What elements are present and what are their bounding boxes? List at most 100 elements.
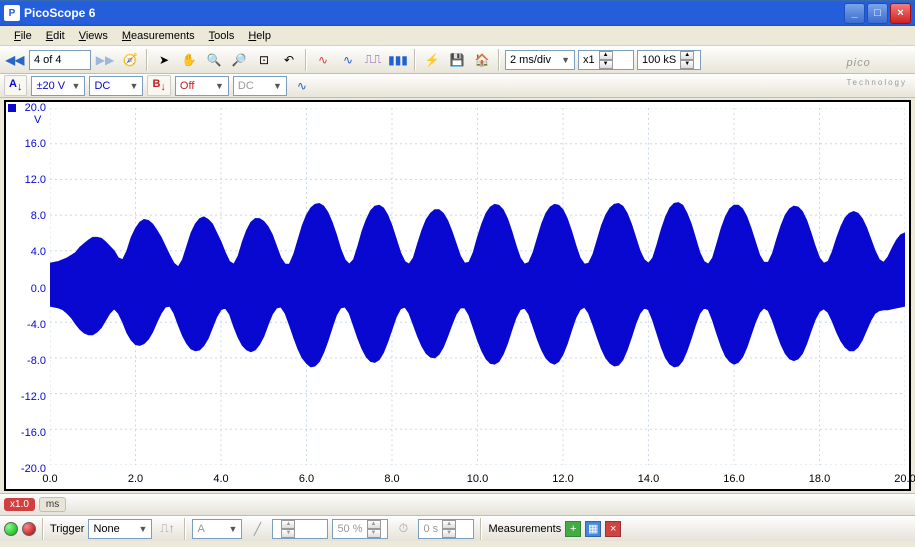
trigger-source-value: A xyxy=(197,523,204,535)
menu-help[interactable]: Help xyxy=(242,28,277,44)
zoom-in-icon[interactable]: 🔍 xyxy=(203,49,225,71)
x-tick-label: 8.0 xyxy=(384,473,399,485)
y-axis: 20.016.012.08.04.00.0-4.0-8.0-12.0-16.0-… xyxy=(6,102,50,489)
x-tick-label: 10.0 xyxy=(467,473,488,485)
stop-button[interactable] xyxy=(22,522,36,536)
zoom-spin[interactable]: x1▲▼ xyxy=(578,50,634,70)
undo-icon[interactable]: ↶ xyxy=(278,49,300,71)
waveform-plot[interactable] xyxy=(50,108,905,465)
edit-measurement-button[interactable]: ▦ xyxy=(585,521,601,537)
x-tick-label: 4.0 xyxy=(213,473,228,485)
x-tick-label: 2.0 xyxy=(128,473,143,485)
y-tick-label: -4.0 xyxy=(27,319,46,331)
app-icon: P xyxy=(4,5,20,21)
zoom-badge: x1.0 xyxy=(4,498,35,511)
chan-a-range-value: ±20 V xyxy=(36,80,65,92)
trigger-threshold: 50 %▲▼ xyxy=(332,519,388,539)
scope-display: V 20.016.012.08.04.00.0-4.0-8.0-12.0-16.… xyxy=(4,100,911,491)
channel-bar: A↓ ±20 V▼ DC▼ B↓ Off▼ DC▼ ∿ xyxy=(0,74,915,98)
titlebar: P PicoScope 6 _ □ × xyxy=(0,0,915,26)
trigger-delay-value: 0 s xyxy=(423,523,438,535)
menubar: File Edit Views Measurements Tools Help xyxy=(0,26,915,46)
page-text: 4 of 4 xyxy=(34,54,62,66)
timebase-select[interactable]: 2 ms/div▼ xyxy=(505,50,575,70)
scope-mode-icon[interactable]: ∿ xyxy=(312,49,334,71)
y-tick-label: -16.0 xyxy=(21,427,46,439)
remove-measurement-button[interactable]: × xyxy=(605,521,621,537)
save-icon[interactable]: 💾 xyxy=(446,49,468,71)
trigger-mode-select[interactable]: None▼ xyxy=(88,519,152,539)
trigger-slope-icon: ╱ xyxy=(246,518,268,540)
y-tick-label: -12.0 xyxy=(21,391,46,403)
chan-a-coupling-value: DC xyxy=(94,80,110,92)
x-tick-label: 16.0 xyxy=(723,473,744,485)
y-tick-label: 12.0 xyxy=(25,174,46,186)
logo-text: pico xyxy=(847,57,871,69)
y-tick-label: 4.0 xyxy=(31,246,46,258)
hand-icon[interactable]: ✋ xyxy=(178,49,200,71)
zoom-reset-icon[interactable]: ⊡ xyxy=(253,49,275,71)
chan-b-range-value: Off xyxy=(180,80,194,92)
channel-a-coupling[interactable]: DC▼ xyxy=(89,76,143,96)
y-tick-label: 0.0 xyxy=(31,283,46,295)
run-button[interactable] xyxy=(4,522,18,536)
measurements-label: Measurements xyxy=(488,523,561,535)
x-tick-label: 0.0 xyxy=(42,473,57,485)
siggen-icon[interactable]: ⚡ xyxy=(421,49,443,71)
channel-a-label[interactable]: A↓ xyxy=(4,75,27,96)
logo-sub: Technology xyxy=(847,73,907,93)
main-toolbar: ◀◀ 4 of 4 ▶▶ 🧭 ➤ ✋ 🔍 🔎 ⊡ ↶ ∿ ∿ ⎍⎍ ▮▮▮ ⚡ … xyxy=(0,46,915,74)
compass-icon[interactable]: 🧭 xyxy=(119,49,141,71)
x-tick-label: 14.0 xyxy=(638,473,659,485)
nav-next-icon[interactable]: ▶▶ xyxy=(94,49,116,71)
x-tick-label: 6.0 xyxy=(299,473,314,485)
brand-logo: pico Technology xyxy=(847,48,907,93)
y-tick-label: 16.0 xyxy=(25,138,46,150)
window-title: PicoScope 6 xyxy=(24,6,844,20)
zoom-value: x1 xyxy=(583,54,595,66)
maximize-button[interactable]: □ xyxy=(867,3,888,24)
trigger-threshold-value: 50 % xyxy=(337,523,362,535)
menu-file[interactable]: File xyxy=(8,28,38,44)
trigger-label: Trigger xyxy=(50,523,84,535)
persistence-icon[interactable]: ∿ xyxy=(337,49,359,71)
y-tick-label: 8.0 xyxy=(31,210,46,222)
trigger-delay: 0 s▲▼ xyxy=(418,519,474,539)
timebase-value: 2 ms/div xyxy=(510,54,551,66)
menu-tools[interactable]: Tools xyxy=(203,28,241,44)
time-unit-badge: ms xyxy=(39,497,66,512)
trigger-time-icon: ⏱ xyxy=(392,518,414,540)
status-bar: x1.0 ms xyxy=(0,493,915,515)
x-tick-label: 20.0 xyxy=(894,473,915,485)
nav-first-icon[interactable]: ◀◀ xyxy=(4,49,26,71)
channel-b-label[interactable]: B↓ xyxy=(147,75,170,96)
trigger-source-select: A▼ xyxy=(192,519,242,539)
add-measurement-button[interactable]: + xyxy=(565,521,581,537)
pulse-icon[interactable]: ⎍⎍ xyxy=(362,49,384,71)
window-buttons: _ □ × xyxy=(844,3,911,24)
channel-b-coupling[interactable]: DC▼ xyxy=(233,76,287,96)
trigger-edge-icon: ⎍↑ xyxy=(156,518,178,540)
channel-b-range[interactable]: Off▼ xyxy=(175,76,229,96)
samples-value: 100 kS xyxy=(642,54,676,66)
menu-views[interactable]: Views xyxy=(73,28,114,44)
y-tick-label: 20.0 xyxy=(25,102,46,114)
samples-spin[interactable]: 100 kS▲▼ xyxy=(637,50,701,70)
channel-a-range[interactable]: ±20 V▼ xyxy=(31,76,85,96)
close-button[interactable]: × xyxy=(890,3,911,24)
page-indicator[interactable]: 4 of 4 xyxy=(29,50,91,70)
x-tick-label: 18.0 xyxy=(809,473,830,485)
chan-b-coupling-value: DC xyxy=(238,80,254,92)
zoom-out-icon[interactable]: 🔎 xyxy=(228,49,250,71)
spectrum-icon[interactable]: ▮▮▮ xyxy=(387,49,409,71)
y-tick-label: -8.0 xyxy=(27,355,46,367)
x-axis: 0.02.04.06.08.010.012.014.016.018.020.0 xyxy=(50,469,905,489)
minimize-button[interactable]: _ xyxy=(844,3,865,24)
x-tick-label: 12.0 xyxy=(552,473,573,485)
menu-measurements[interactable]: Measurements xyxy=(116,28,201,44)
menu-edit[interactable]: Edit xyxy=(40,28,71,44)
trigger-bar: Trigger None▼ ⎍↑ A▼ ╱ ▲▼ 50 %▲▼ ⏱ 0 s▲▼ … xyxy=(0,515,915,541)
pointer-icon[interactable]: ➤ xyxy=(153,49,175,71)
home-icon[interactable]: 🏠 xyxy=(471,49,493,71)
signal-icon[interactable]: ∿ xyxy=(291,75,313,97)
